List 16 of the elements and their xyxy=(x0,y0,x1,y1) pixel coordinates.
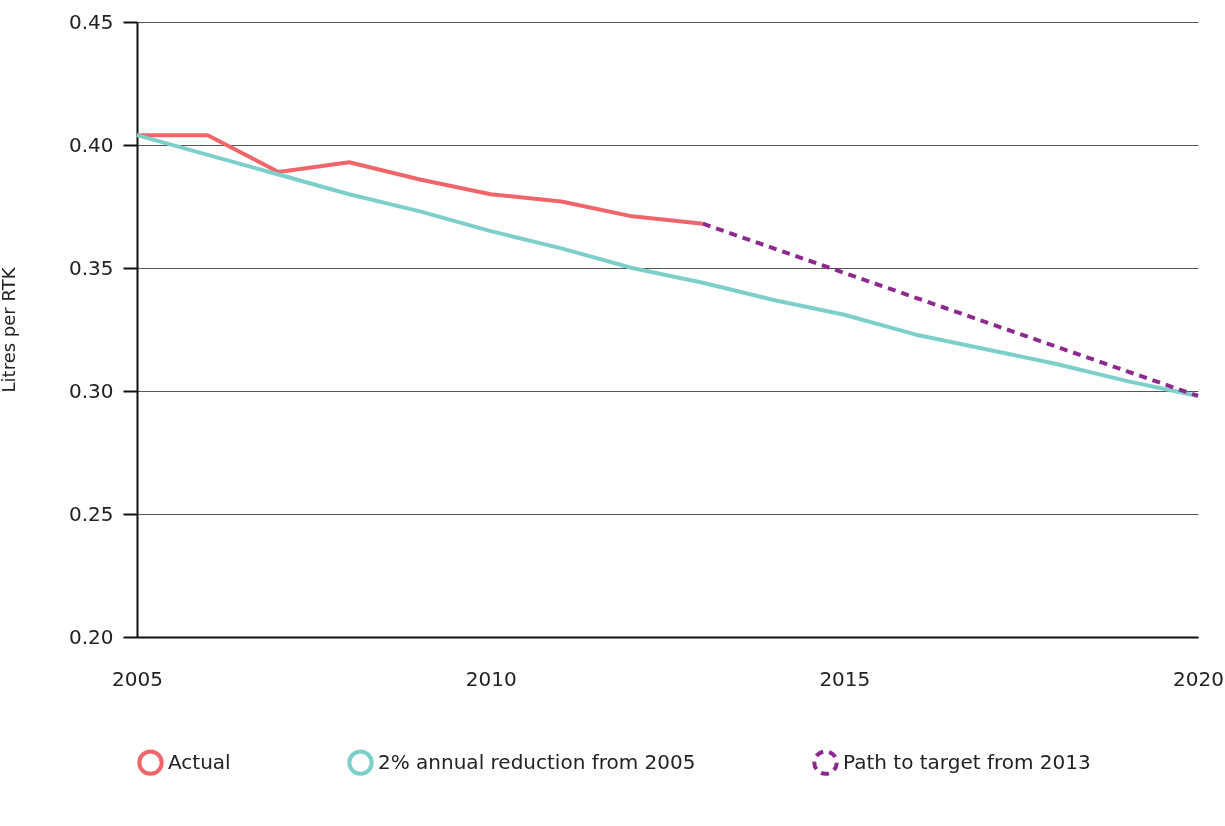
y-tick-label: 0.40 xyxy=(68,132,114,157)
legend-label: 2% annual reduction from 2005 xyxy=(378,749,696,774)
y-tick-label: 0.35 xyxy=(68,255,114,280)
y-axis-title: Litres per RTK xyxy=(0,266,19,393)
y-tick-label: 0.25 xyxy=(68,501,114,526)
legend-label: Actual xyxy=(168,749,231,774)
x-tick-label: 2005 xyxy=(112,666,163,691)
x-tick-label: 2010 xyxy=(465,666,517,691)
y-tick-label: 0.30 xyxy=(68,378,114,403)
x-tick-label: 2020 xyxy=(1173,666,1224,691)
y-tick-label: 0.45 xyxy=(68,9,114,34)
x-tick-label: 2015 xyxy=(819,666,871,691)
line-series xyxy=(135,133,1200,398)
line-series xyxy=(700,221,1200,398)
legend-label: Path to target from 2013 xyxy=(843,749,1091,774)
y-tick-label: 0.20 xyxy=(68,624,114,649)
